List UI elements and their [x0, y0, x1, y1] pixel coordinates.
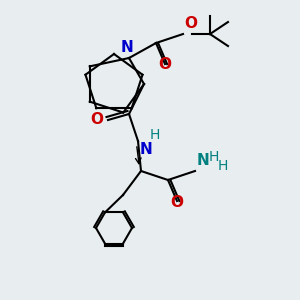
Text: O: O [184, 16, 197, 31]
Text: O: O [158, 56, 172, 71]
Text: H: H [208, 149, 219, 164]
Text: N: N [140, 142, 152, 158]
Text: H: H [150, 128, 160, 142]
Text: O: O [170, 195, 184, 210]
Text: H: H [218, 158, 228, 172]
Text: N: N [121, 40, 134, 55]
Text: O: O [91, 112, 103, 128]
Text: N: N [196, 153, 209, 168]
